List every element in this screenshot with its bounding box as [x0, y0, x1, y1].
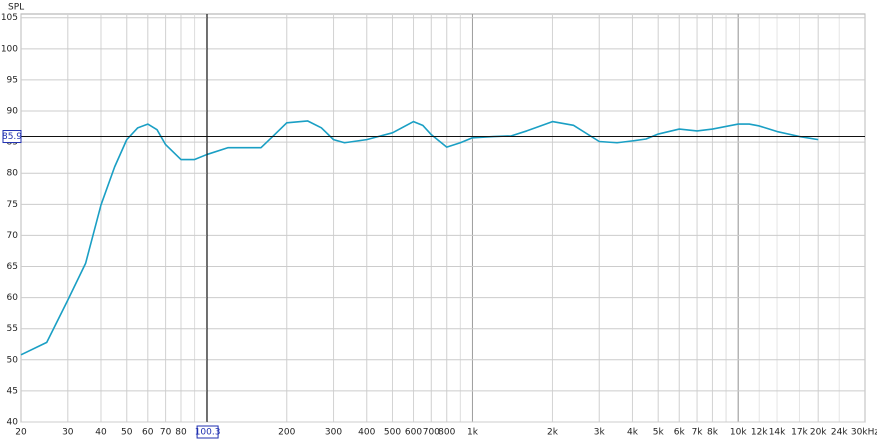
y-tick-label: 95 [7, 75, 18, 85]
y-tick-label: 90 [7, 107, 19, 117]
x-tick-label: 50 [121, 428, 133, 438]
x-tick-label: 7k [692, 428, 704, 438]
x-tick-label: 60 [142, 428, 154, 438]
y-tick-label: 100 [1, 44, 18, 54]
plot-area [20, 13, 866, 423]
x-tick-label: 80 [175, 428, 187, 438]
x-tick-label: 600 [405, 428, 422, 438]
x-tick-label: 12k [751, 428, 768, 438]
y-tick-label: 40 [7, 418, 19, 428]
x-tick-label: 40 [95, 428, 107, 438]
x-tick-label: 5k [653, 428, 665, 438]
x-tick-label: 10k [730, 428, 747, 438]
x-tick-label: 20 [15, 428, 27, 438]
x-tick-label: 30 [62, 428, 74, 438]
y-tick-label: 70 [7, 231, 19, 241]
x-tick-label: 1k [467, 428, 479, 438]
series-line [20, 120, 819, 356]
cursor-x-label: 100.3 [195, 428, 221, 438]
y-tick-label: 45 [7, 386, 18, 396]
x-tick-label: 6k [674, 428, 686, 438]
x-tick-label: 14k [769, 428, 786, 438]
x-tick-label: 300 [325, 428, 342, 438]
y-tick-label: 80 [7, 169, 19, 179]
x-tick-label: 2k [547, 428, 559, 438]
y-tick-label: 55 [7, 324, 18, 334]
y-axis-label: SPL [8, 3, 24, 13]
y-tick-label: 50 [7, 355, 19, 365]
x-tick-label: 3k [594, 428, 606, 438]
cursor-y-label: 85.9 [2, 132, 22, 142]
x-tick-label: 20k [810, 428, 827, 438]
x-tick-label: 800 [438, 428, 455, 438]
x-tick-label: 500 [384, 428, 401, 438]
y-tick-label: 60 [7, 293, 19, 303]
x-tick-label: 8k [707, 428, 719, 438]
x-tick-label: 30kHz [851, 428, 877, 438]
x-tick-label: 700 [423, 428, 440, 438]
x-tick-label: 4k [627, 428, 639, 438]
x-tick-label: 70 [160, 428, 172, 438]
cursor-x-box [196, 425, 219, 439]
x-tick-label: 400 [358, 428, 375, 438]
y-tick-label: 105 [1, 13, 18, 23]
cursor-y-box [2, 130, 22, 144]
x-tick-label: 17k [791, 428, 808, 438]
y-tick-label: 65 [7, 262, 18, 272]
y-tick-label: 75 [7, 200, 18, 210]
x-tick-label: 200 [278, 428, 295, 438]
x-tick-label: 24k [831, 428, 848, 438]
